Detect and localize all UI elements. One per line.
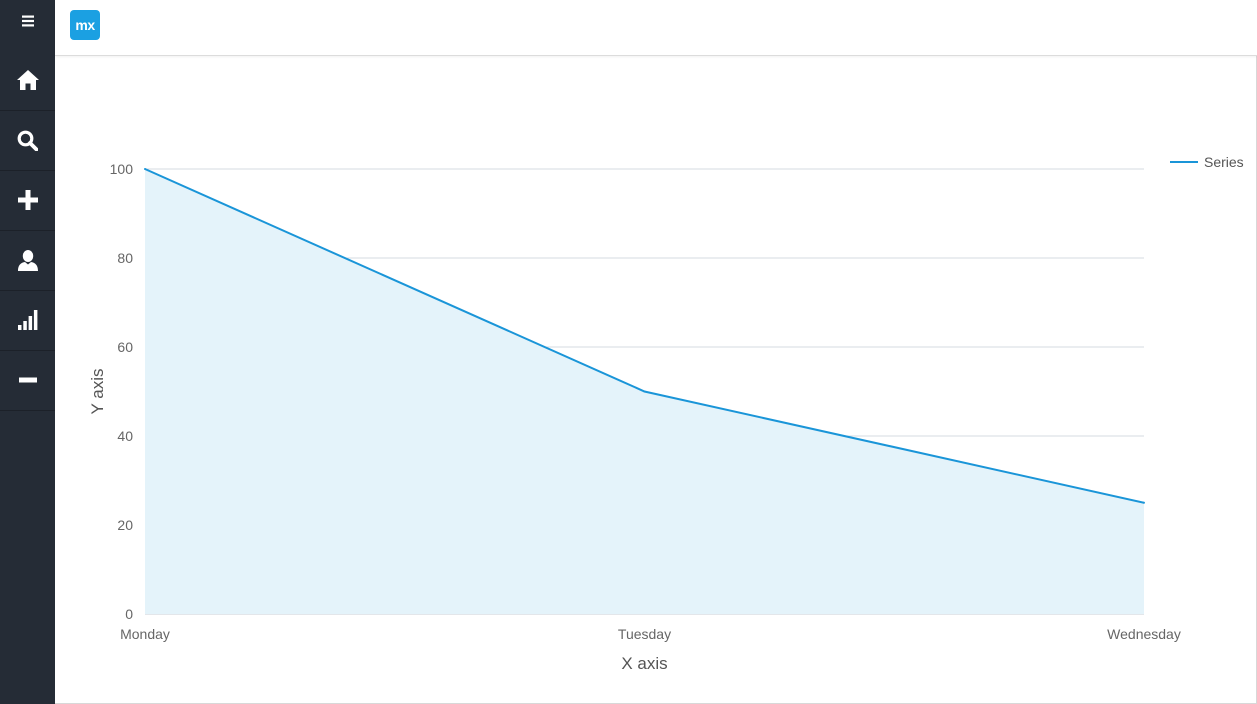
signal-bars-icon xyxy=(17,310,37,330)
mendix-logo[interactable]: mx xyxy=(70,10,100,40)
x-tick-label: Wednesday xyxy=(1107,626,1181,642)
sidebar-item-stats[interactable] xyxy=(0,290,55,351)
sidebar-item-home[interactable] xyxy=(0,50,55,111)
search-icon xyxy=(17,130,38,151)
y-tick-label: 0 xyxy=(125,606,133,622)
y-tick-label: 100 xyxy=(110,161,134,177)
sidebar-item-add[interactable] xyxy=(0,170,55,231)
sidebar-item-search[interactable] xyxy=(0,110,55,171)
y-tick-label: 80 xyxy=(117,250,133,266)
x-tick-label: Tuesday xyxy=(618,626,671,642)
sidebar xyxy=(0,0,55,704)
series-point xyxy=(643,390,646,393)
minus-icon xyxy=(18,377,37,383)
series-point xyxy=(144,168,146,170)
legend-label: Series xyxy=(1204,154,1244,170)
sidebar-item-user[interactable] xyxy=(0,230,55,291)
area-chart: 0 20 40 60 80 100 Monday Tuesday Wednesday Series… xyxy=(88,154,1244,673)
x-axis-title: X axis xyxy=(621,654,667,673)
hamburger-icon xyxy=(21,15,34,27)
y-axis-title: Y axis xyxy=(88,369,107,415)
plus-icon xyxy=(17,190,38,210)
menu-toggle-button[interactable] xyxy=(0,0,55,42)
home-icon xyxy=(16,70,39,90)
x-tick-label: Monday xyxy=(120,626,170,642)
y-tick-label: 60 xyxy=(117,339,133,355)
user-icon xyxy=(17,249,38,271)
y-tick-label: 20 xyxy=(117,517,133,533)
y-tick-label: 40 xyxy=(117,428,133,444)
top-bar: mx xyxy=(55,0,1257,56)
logo-text: mx xyxy=(75,17,95,33)
chart-container: 0 20 40 60 80 100 Monday Tuesday Wednesday Series… xyxy=(55,56,1255,702)
sidebar-item-remove[interactable] xyxy=(0,350,55,411)
series-point xyxy=(1143,501,1145,504)
